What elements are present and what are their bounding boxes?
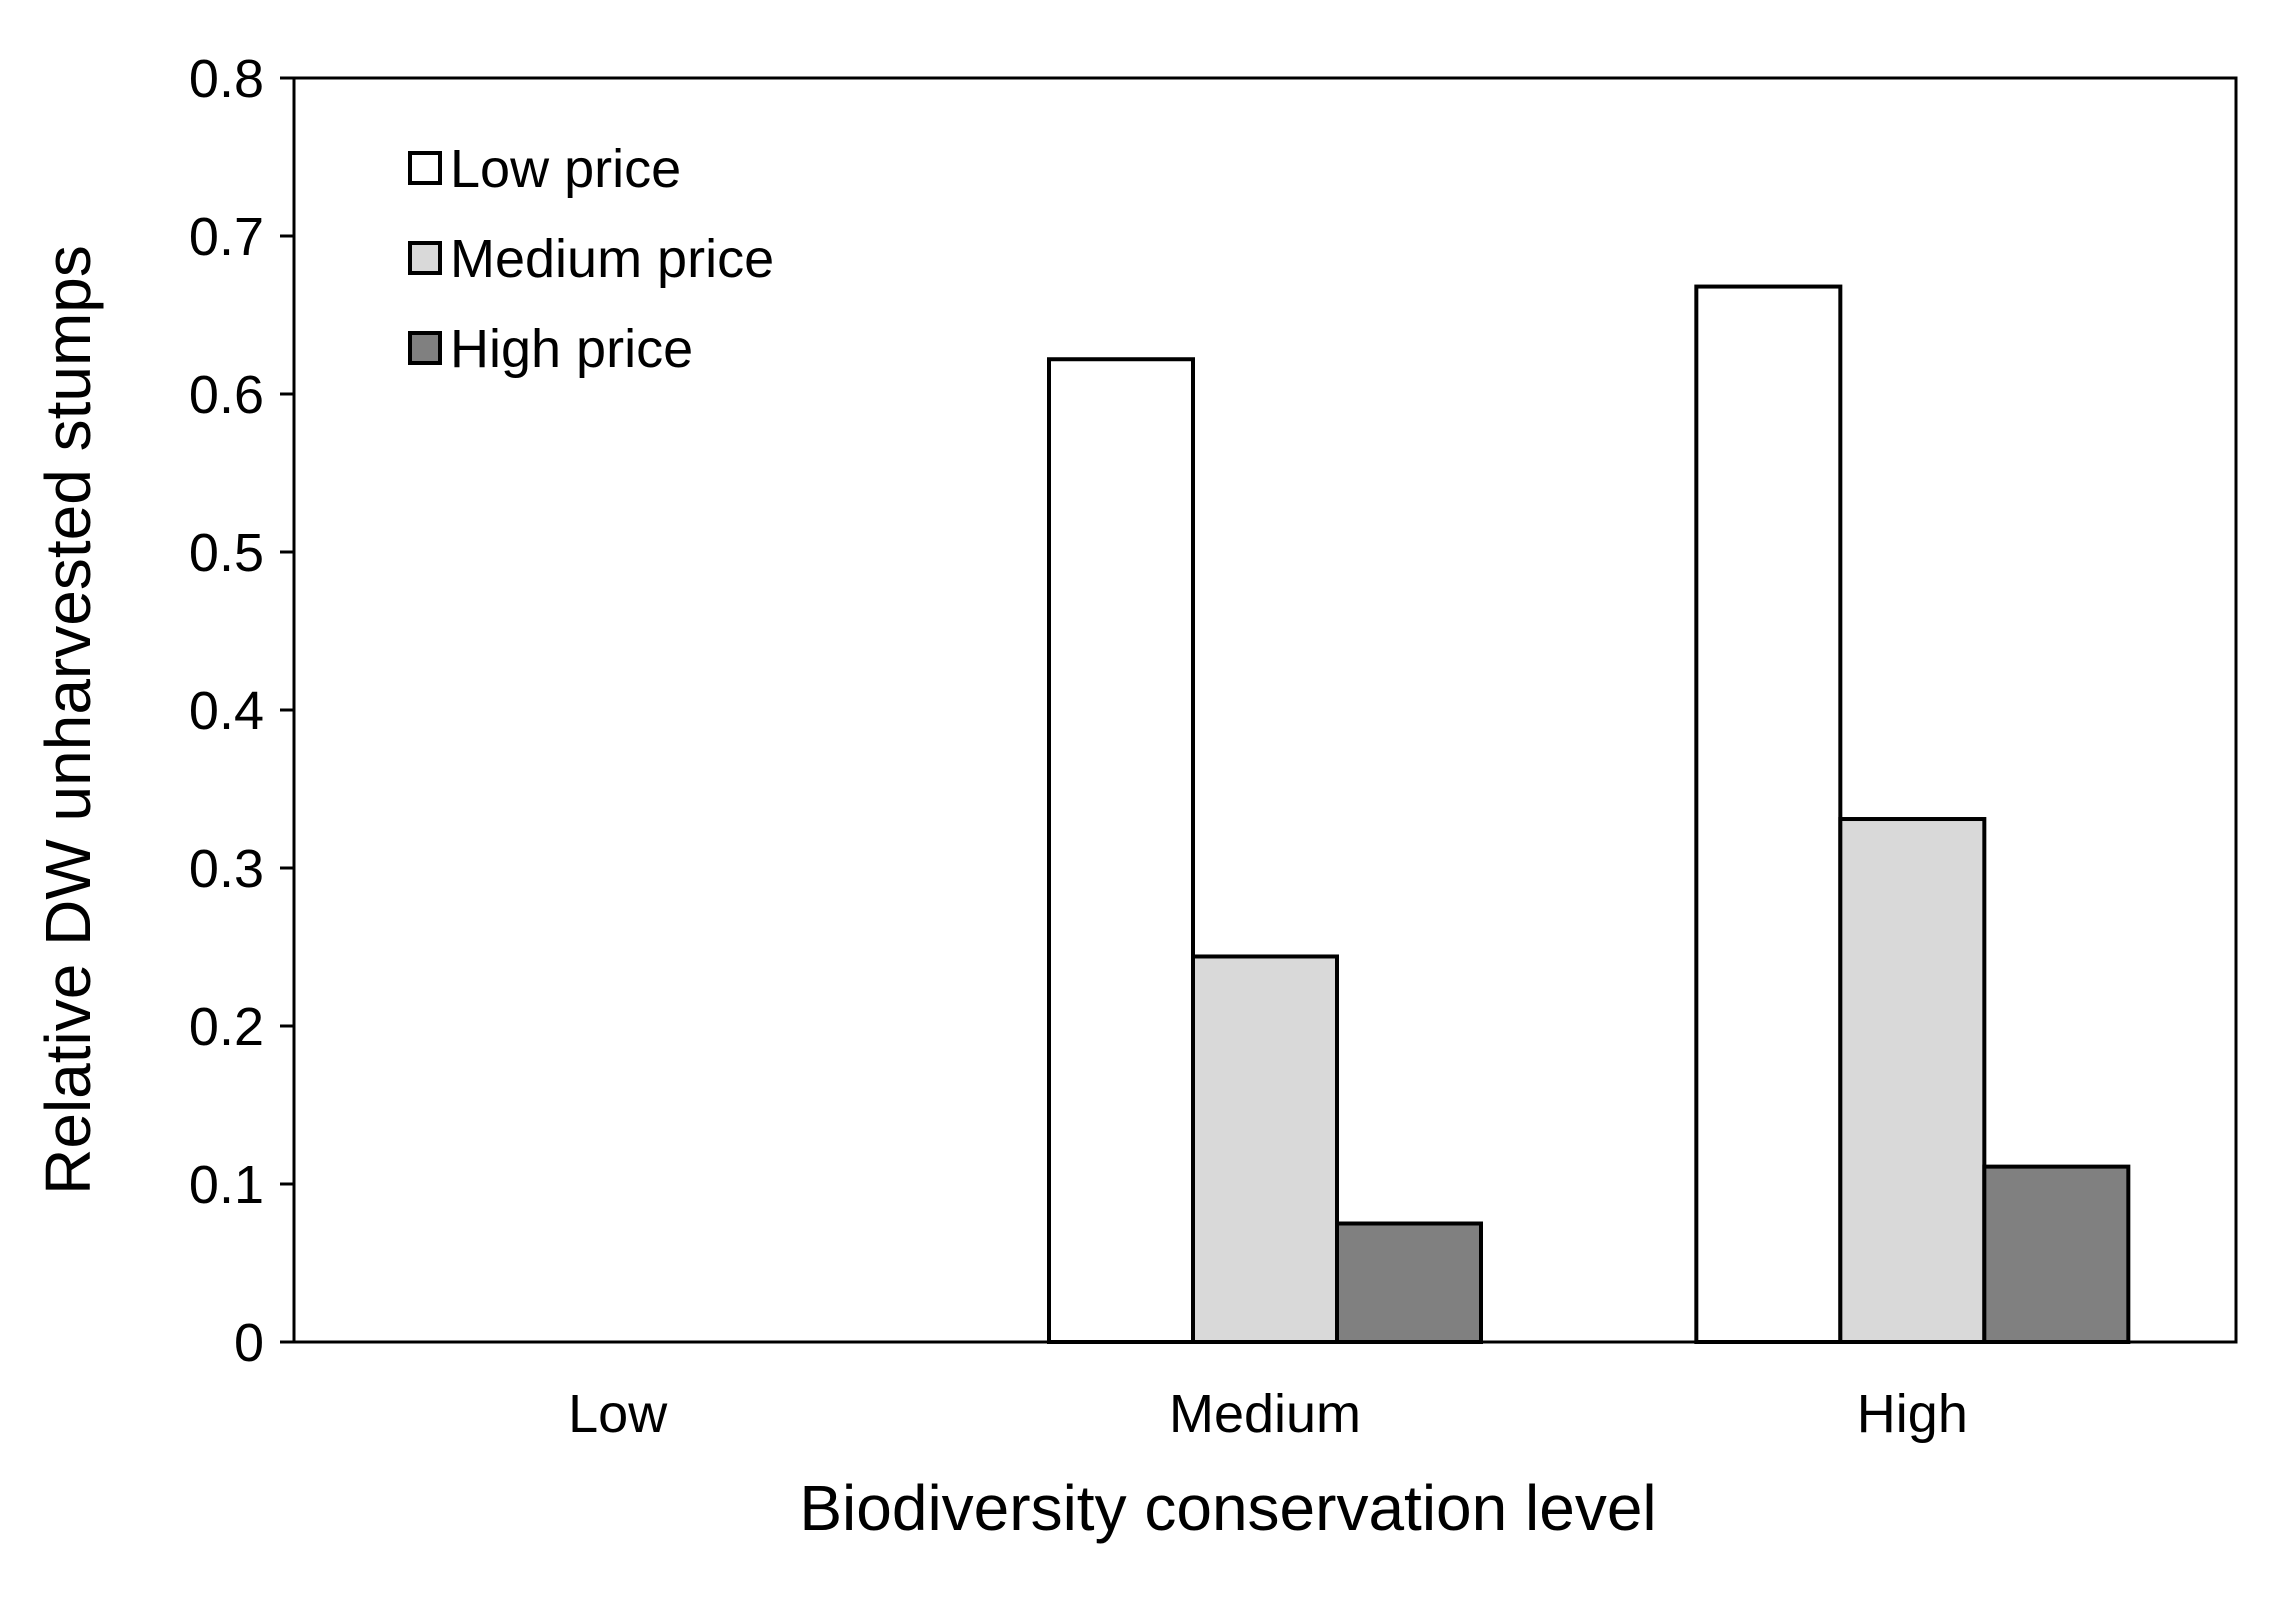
x-axis-title: Biodiversity conservation level	[799, 1472, 1656, 1544]
y-tick-label: 0.2	[189, 997, 264, 1057]
legend-swatch	[408, 151, 442, 185]
y-tick-label: 0.3	[189, 839, 264, 899]
legend-swatch	[408, 241, 442, 275]
x-tick-label: High	[1857, 1384, 1968, 1444]
y-tick-label: 0.7	[189, 207, 264, 267]
legend-label: Low price	[450, 139, 681, 199]
legend: Low price Medium price High price	[408, 139, 774, 379]
legend-swatch	[408, 331, 442, 365]
legend-label: High price	[450, 319, 693, 379]
y-tick-label: 0	[234, 1313, 264, 1373]
y-tick-label: 0.6	[189, 365, 264, 425]
bar-high-medium-price	[1838, 817, 1987, 1344]
y-tick-label: 0.5	[189, 523, 264, 583]
x-tick-label: Medium	[1169, 1384, 1361, 1444]
bar-high-low-price	[1694, 284, 1843, 1344]
y-axis-title: Relative DW unharvested stumps	[32, 245, 104, 1195]
y-tick-label: 0.1	[189, 1155, 264, 1215]
y-tick-label: 0.4	[189, 681, 264, 741]
bar-medium-low-price	[1047, 357, 1195, 1344]
y-tick-label: 0.8	[189, 49, 264, 109]
bar-high-high-price	[1982, 1164, 2131, 1344]
axes-layer: 0 0.1 0.2 0.3 0.4 0.5 0.6 0.7 0.8 Low Medium High	[189, 49, 2238, 1444]
bar-medium-medium-price	[1191, 954, 1339, 1344]
x-tick-label: Low	[568, 1384, 668, 1444]
bars-layer	[1047, 284, 2131, 1344]
bar-medium-high-price	[1335, 1221, 1483, 1344]
legend-label: Medium price	[450, 229, 774, 289]
